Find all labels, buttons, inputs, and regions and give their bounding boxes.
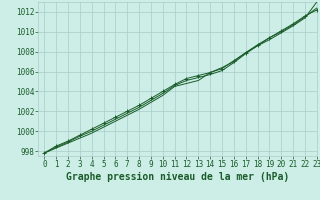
X-axis label: Graphe pression niveau de la mer (hPa): Graphe pression niveau de la mer (hPa)	[66, 172, 289, 182]
